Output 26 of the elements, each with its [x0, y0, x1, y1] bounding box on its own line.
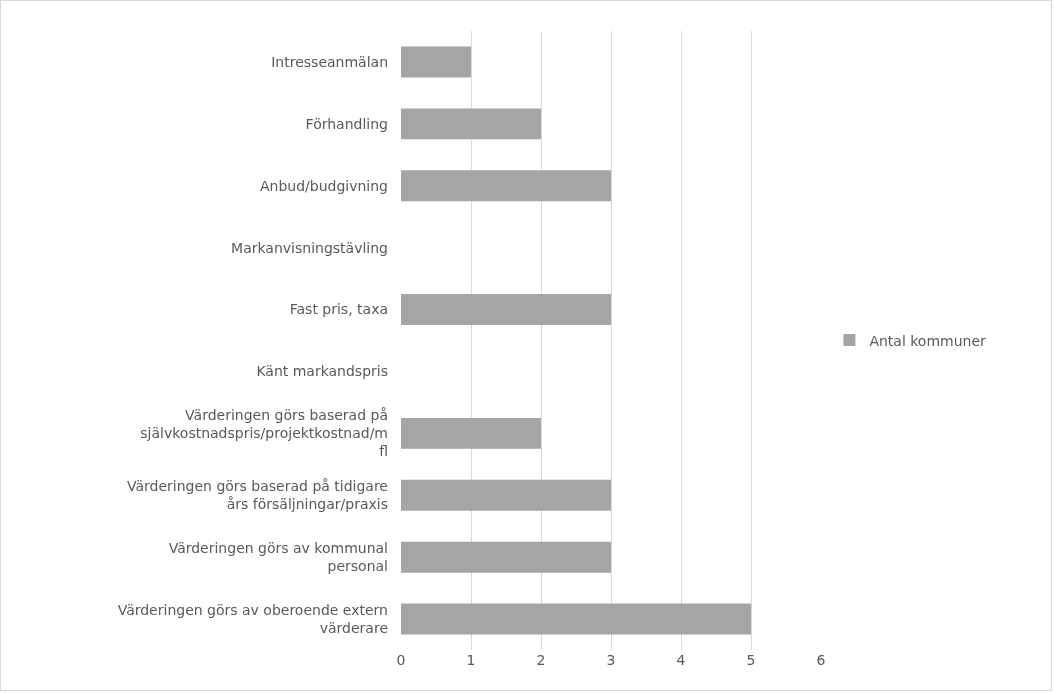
y-tick-label: Intresseanmälan: [271, 53, 388, 70]
y-tick-label: Värderingen görs baserad på självkostnadspris/projektkostnad/m fl: [140, 407, 388, 460]
y-tick-label: Anbud/budgivning: [259, 177, 388, 194]
x-tick-label: 2: [536, 652, 546, 668]
x-tick-label: 5: [746, 652, 756, 668]
y-tick-label: Värderingen görs baserad på tidigare års försäljningar/praxis: [126, 478, 388, 513]
bar: [401, 170, 611, 202]
bar: [401, 294, 611, 326]
bar: [401, 603, 751, 635]
x-tick-label: 1: [466, 652, 476, 668]
bar: [401, 108, 541, 140]
x-tick-label: 0: [396, 652, 406, 668]
y-tick-label: Känt markandspris: [256, 363, 388, 380]
y-tick-label: Värderingen görs av oberoende extern värderare: [117, 601, 388, 637]
y-tick-label: Markanvisningstävling: [231, 239, 388, 256]
y-tick-label: Fast pris, taxa: [289, 301, 388, 318]
bar: [401, 479, 611, 511]
bar: [401, 46, 471, 78]
legend-label: Antal kommuner: [869, 332, 987, 349]
bar: [401, 541, 611, 573]
x-tick-label: 3: [606, 652, 616, 668]
y-tick-label: Förhandling: [305, 115, 388, 132]
bar: [401, 417, 541, 449]
x-tick-label: 4: [676, 652, 686, 668]
y-tick-label: Värderingen görs av kommunal personal: [168, 539, 388, 575]
x-tick-label: 6: [816, 652, 826, 668]
